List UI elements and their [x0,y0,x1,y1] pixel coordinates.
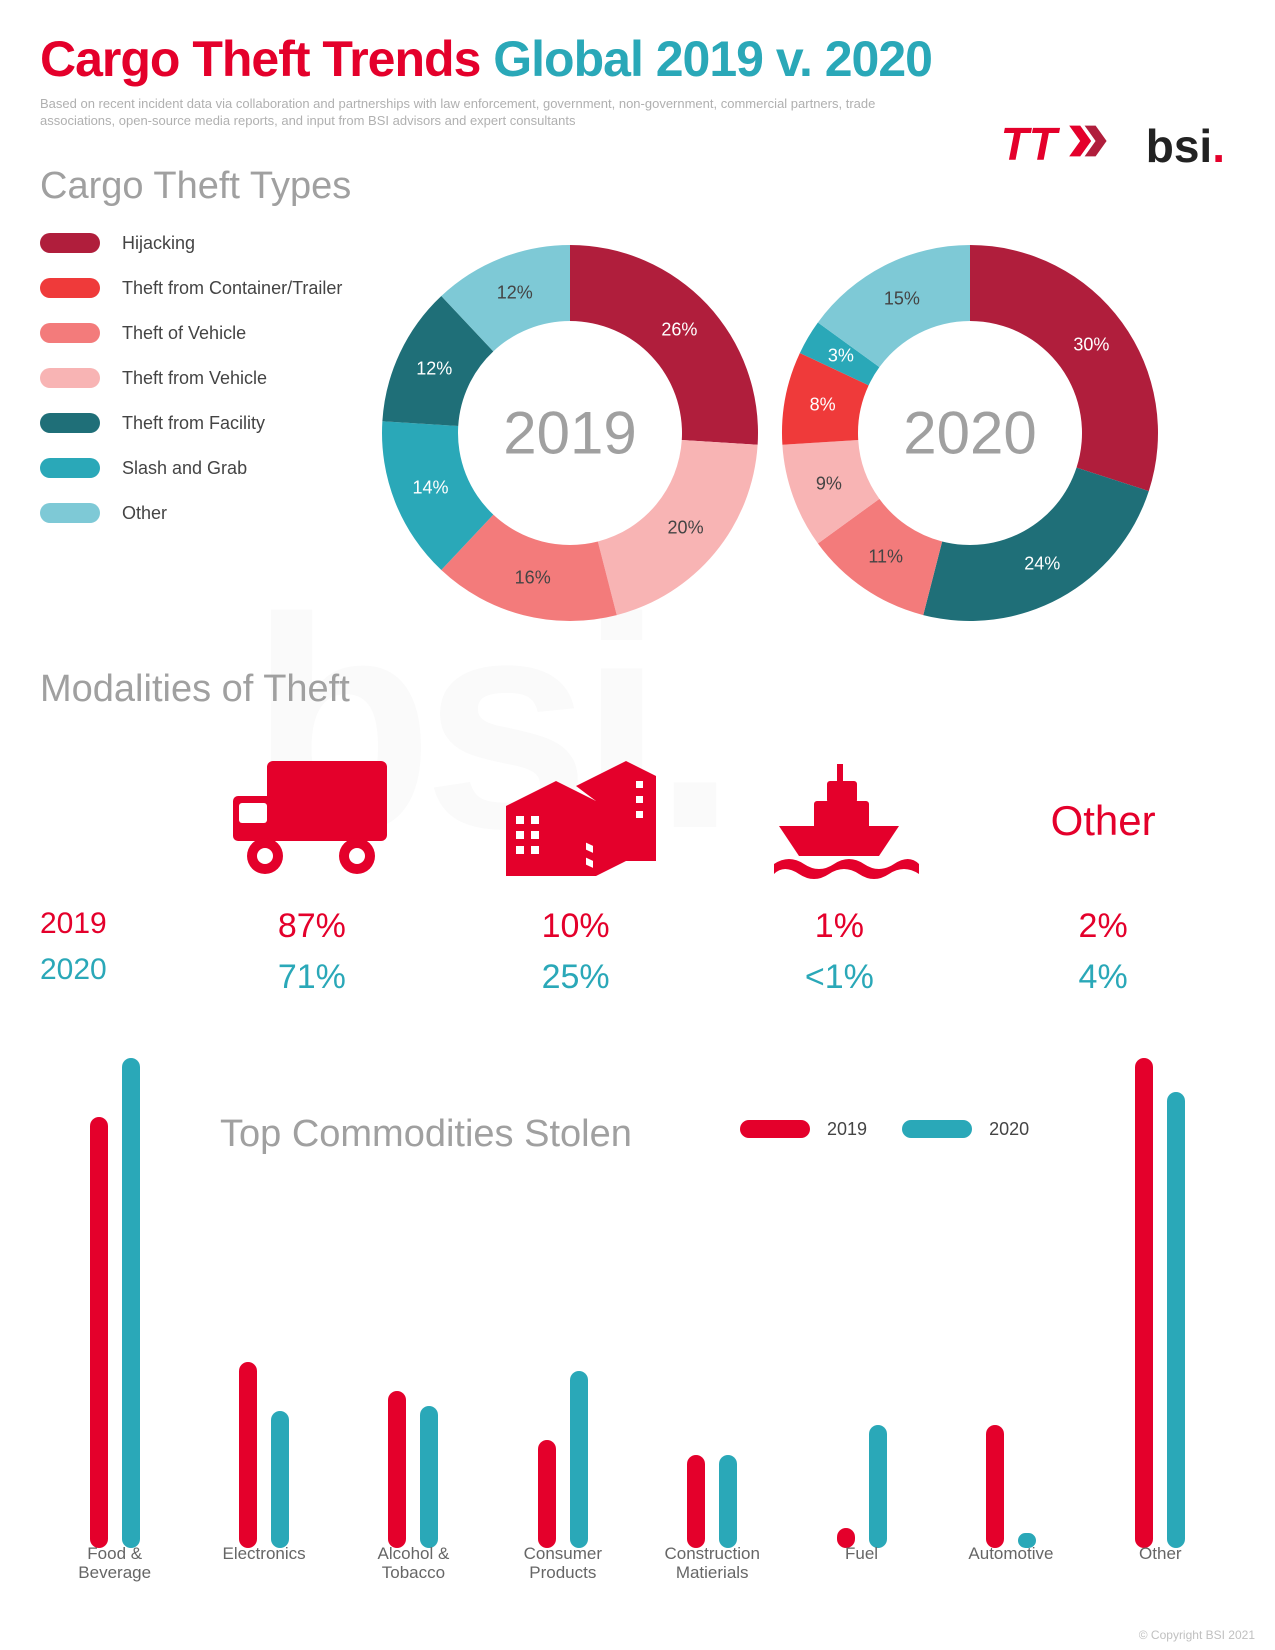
mod-value: 2% [971,901,1235,952]
bar-group [339,1058,488,1548]
logos: TT bsi. [1001,115,1225,173]
commodities-labels: Food &BeverageElectronicsAlcohol &Tobacc… [40,1544,1235,1583]
bar-group [638,1058,787,1548]
legend-item: Theft of Vehicle [40,323,370,344]
mod-value: 25% [444,952,708,1003]
bar-2020 [719,1455,737,1548]
legend-swatch [40,233,100,253]
mod-value: 1% [708,901,972,952]
bar-2019 [986,1425,1004,1548]
modalities-heading: Modalities of Theft [40,668,1235,711]
legend-item: Theft from Vehicle [40,368,370,389]
donut-2020-year: 2020 [903,398,1036,467]
bar-group [189,1058,338,1548]
bar-group [787,1058,936,1548]
commodities-section: Top Commodities Stolen 2019 2020 Food &B… [40,1053,1235,1583]
legend-label: Theft of Vehicle [122,323,246,344]
mod-year-2020: 2020 [40,947,180,993]
mod-value: 71% [180,952,444,1003]
bar-group [936,1058,1085,1548]
legend-item: Slash and Grab [40,458,370,479]
donut-2019: 2019 26% 20% 16% 14% 12% 12% [370,233,770,633]
legend-label: Other [122,503,167,524]
copyright: © Copyright BSI 2021 [1139,1628,1255,1642]
title-teal: Global 2019 v. 2020 [480,31,932,87]
bar-label: Fuel [787,1544,936,1583]
legend-swatch [40,413,100,433]
subtitle: Based on recent incident data via collab… [40,96,890,130]
legend-swatch [40,458,100,478]
mod-year-2019: 2019 [40,901,180,947]
mod-value: <1% [708,952,972,1003]
legend-item: Theft from Container/Trailer [40,278,370,299]
bar-label: ConsumerProducts [488,1544,637,1583]
bar-label: Other [1086,1544,1235,1583]
tt-chevron-icon [1067,119,1111,168]
donut-slice-label: 20% [668,518,704,539]
legend-swatch [40,503,100,523]
bar-2020 [1167,1092,1185,1548]
donut-slice-label: 9% [816,473,842,494]
building-icon [444,741,708,901]
bar-2019 [687,1455,705,1548]
donut-slice-label: 8% [810,394,836,415]
mod-value: 87% [180,901,444,952]
title-red: Cargo Theft Trends [40,31,480,87]
donut-2019-year: 2019 [503,398,636,467]
bar-group [40,1058,189,1548]
bar-2020 [271,1411,289,1548]
donut-slice-label: 3% [828,346,854,367]
bar-label: Automotive [936,1544,1085,1583]
donut-slice-label: 12% [497,283,533,304]
mod-value: 10% [444,901,708,952]
donut-2020: 2020 30% 24% 11% 9% 8% 3% 15% [770,233,1170,633]
commodities-bars [40,1058,1235,1548]
donut-slice-label: 30% [1073,334,1109,355]
donut-slice-label: 24% [1024,554,1060,575]
bar-2020 [420,1406,438,1548]
donut-slice-label: 16% [515,568,551,589]
legend-item: Theft from Facility [40,413,370,434]
legend-item: Hijacking [40,233,370,254]
donut-slice-label: 14% [413,477,449,498]
legend-item: Other [40,503,370,524]
legend-label: Theft from Facility [122,413,265,434]
legend-swatch [40,278,100,298]
bar-group [1086,1058,1235,1548]
bar-2019 [239,1362,257,1548]
bar-group [488,1058,637,1548]
bar-2020 [570,1371,588,1547]
bar-2019 [538,1440,556,1548]
truck-icon [180,741,444,901]
bar-2019 [388,1391,406,1548]
bar-2020 [869,1425,887,1548]
bar-label: ConstructionMatierials [638,1544,787,1583]
donut-slice-label: 11% [868,546,903,567]
legend-label: Hijacking [122,233,195,254]
bar-2019 [1135,1058,1153,1548]
legend-swatch [40,368,100,388]
tt-logo: TT [1001,117,1057,171]
ship-icon [708,741,972,901]
bar-2019 [90,1117,108,1548]
bar-label: Food &Beverage [40,1544,189,1583]
donut-slice-label: 12% [416,358,452,379]
bar-label: Electronics [189,1544,338,1583]
other-label: Other [1051,797,1156,845]
donut-row: Hijacking Theft from Container/Trailer The… [40,233,1235,633]
page-title: Cargo Theft Trends Global 2019 v. 2020 [40,30,1235,88]
mod-value: 4% [971,952,1235,1003]
donut-slice [923,467,1149,620]
modalities-section: Other 2019 2020 87%71% 10%25% 1%<1% 2%4% [40,741,1235,1003]
legend-label: Theft from Container/Trailer [122,278,342,299]
bsi-logo: bsi. [1146,115,1225,173]
donut-slice-label: 26% [661,320,697,341]
legend-label: Slash and Grab [122,458,247,479]
legend-label: Theft from Vehicle [122,368,267,389]
theft-types-legend: Hijacking Theft from Container/Trailer The… [40,233,370,548]
bar-2020 [122,1058,140,1548]
legend-swatch [40,323,100,343]
donut-slice-label: 15% [884,289,920,310]
bar-label: Alcohol &Tobacco [339,1544,488,1583]
